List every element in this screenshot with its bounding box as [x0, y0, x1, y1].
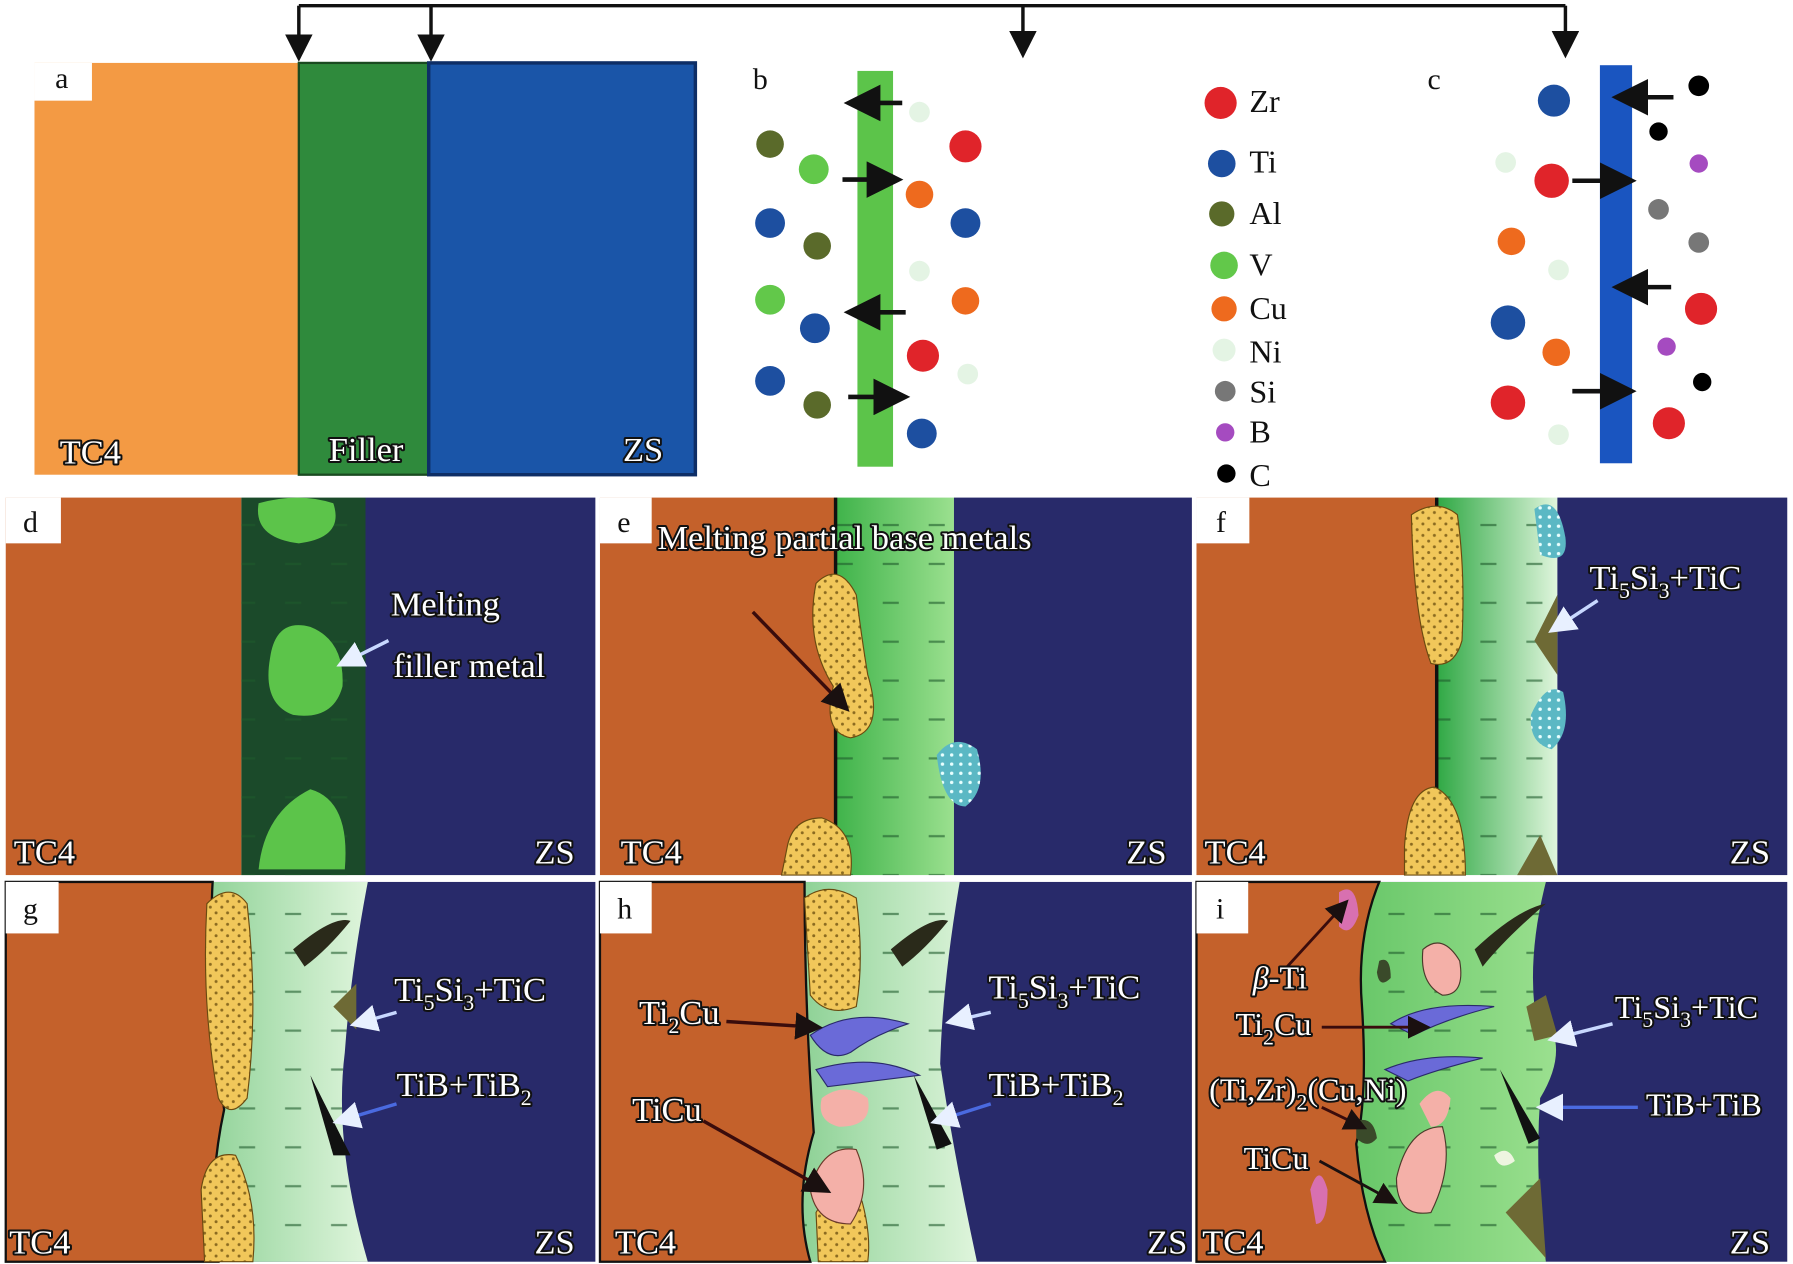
svg-text:B: B	[1249, 414, 1270, 450]
panel-letter: h	[617, 893, 632, 926]
panel-letter: a	[55, 62, 68, 95]
annotation-filler-metal: filler metal	[393, 647, 545, 685]
legend-al: Al	[1209, 195, 1282, 231]
annotation-melting: Melting	[391, 585, 500, 623]
svg-text:V: V	[1249, 247, 1272, 283]
tc4-label: TC4	[14, 834, 75, 872]
zs-label: ZS	[1147, 1224, 1187, 1262]
zs-label: ZS	[534, 1224, 574, 1262]
annotation-ticu: TiCu	[1244, 1140, 1309, 1176]
panel-a: a TC4 Filler ZS	[34, 61, 698, 477]
panel-f: f Ti5Si3+TiC TC4 ZS	[1196, 497, 1788, 876]
panel-g: g Ti5Si3+TiC TiB+TiB2 TC4 ZS	[4, 880, 596, 1264]
annotation-tib-tib: TiB+TiB	[1646, 1086, 1762, 1122]
annotation-ticu: TiCu	[632, 1091, 702, 1129]
svg-text:Ti: Ti	[1249, 144, 1277, 180]
legend-zr: Zr	[1204, 83, 1280, 119]
annotation-ti5si3-tic: Ti5Si3+TiC	[1590, 559, 1742, 603]
annotation-ti5si3-tic: Ti5Si3+TiC	[1615, 989, 1758, 1032]
svg-text:Zr: Zr	[1249, 83, 1280, 119]
legend-b: B	[1216, 414, 1271, 450]
tc4-label: TC4	[1205, 834, 1266, 872]
zs-label: ZS	[1126, 834, 1166, 872]
panel-h: h Ti2Cu TiCu Ti5Si3+TiC TiB+TiB2 TC4 ZS	[598, 880, 1192, 1264]
diffusion-arrows	[1572, 78, 1674, 410]
zs-label: ZS	[534, 834, 574, 872]
svg-text:Al: Al	[1249, 195, 1281, 231]
legend-v: V	[1210, 247, 1273, 283]
annotation-melting-base-metals: Melting partial base metals	[657, 519, 1031, 557]
panel-letter: b	[753, 63, 768, 96]
panel-i: i β-Ti Ti2Cu (Ti,Zr)2(Cu,Ni) TiCu Ti5Si3…	[1195, 880, 1788, 1264]
zs-label: ZS	[1730, 1224, 1770, 1262]
legend-si: Si	[1214, 374, 1276, 410]
legend-c: C	[1217, 457, 1271, 493]
panel-letter: e	[617, 506, 630, 539]
svg-text:C: C	[1249, 457, 1270, 493]
panel-c: c	[1428, 63, 1718, 464]
annotation-ti2cu: Ti2Cu	[639, 994, 720, 1038]
panel-letter: g	[23, 893, 38, 926]
filler-label: Filler	[329, 431, 404, 469]
annotation-ti5si3-tic: Ti5Si3+TiC	[394, 971, 546, 1015]
svg-text:Si: Si	[1249, 374, 1276, 410]
annotation-ti5si3-tic: Ti5Si3+TiC	[988, 969, 1140, 1013]
tc4-label: TC4	[60, 433, 121, 471]
annotation-beta-ti: β-Ti	[1252, 959, 1307, 995]
zs-label: ZS	[1730, 834, 1770, 872]
panel-e: e Melting partial base metals TC4 ZS	[599, 497, 1192, 876]
annotation-tib-tib2: TiB+TiB2	[397, 1066, 532, 1110]
legend-ti: Ti	[1207, 144, 1277, 180]
svg-text:Ni: Ni	[1249, 334, 1281, 370]
annotation-ti2cu: Ti2Cu	[1236, 1006, 1312, 1049]
tc4-label: TC4	[9, 1224, 70, 1262]
panel-letter: i	[1216, 893, 1224, 926]
tc4-label: TC4	[621, 834, 682, 872]
panel-letter: d	[23, 506, 38, 539]
annotation-tib-tib2: TiB+TiB2	[988, 1066, 1123, 1110]
diffusion-arrows	[842, 84, 911, 416]
zs-label: ZS	[623, 431, 663, 469]
panel-b: b	[753, 63, 982, 467]
legend-cu: Cu	[1211, 290, 1287, 326]
legend: Zr Ti Al V Cu Ni Si B C	[1204, 83, 1287, 493]
annotation-tizr-cuni: (Ti,Zr)2(Cu,Ni)	[1209, 1071, 1406, 1114]
svg-text:Cu: Cu	[1249, 290, 1287, 326]
tc4-label: TC4	[1202, 1224, 1263, 1262]
panel-d: d Melting filler metal TC4 ZS	[5, 497, 596, 876]
panel-letter: f	[1216, 506, 1226, 539]
panel-letter: c	[1428, 63, 1441, 96]
connector-arrows	[285, 4, 1580, 62]
legend-ni: Ni	[1212, 334, 1282, 370]
tc4-label: TC4	[615, 1224, 676, 1262]
atoms	[755, 101, 982, 449]
